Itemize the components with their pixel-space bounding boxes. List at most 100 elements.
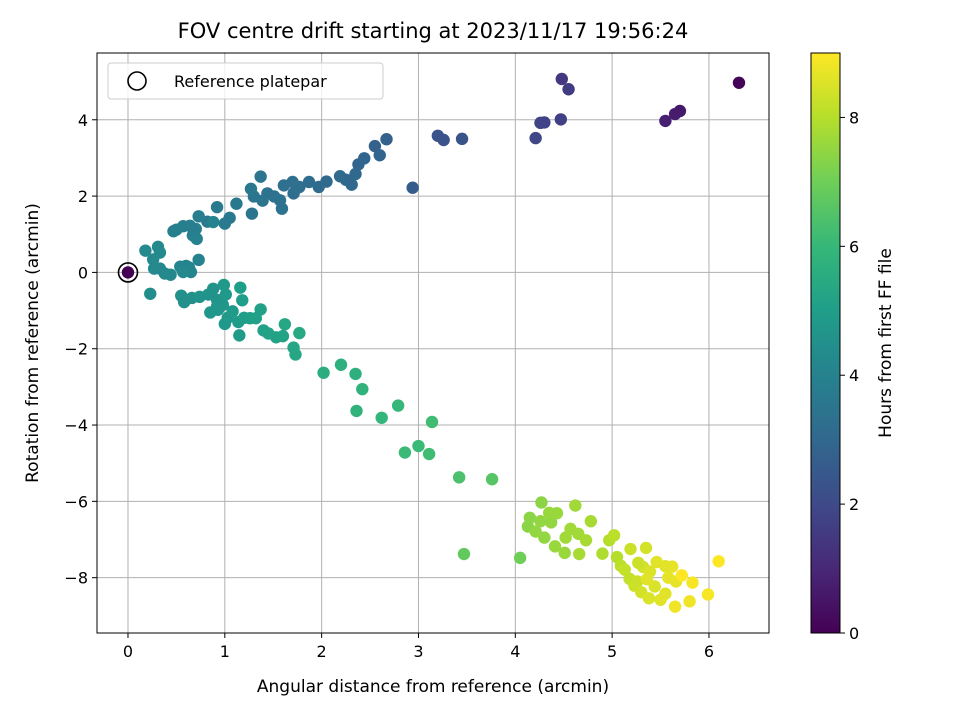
data-point	[659, 114, 672, 128]
data-point	[659, 560, 672, 573]
data-point	[277, 179, 291, 192]
legend-frame	[107, 62, 384, 100]
data-point	[144, 287, 157, 300]
data-point	[349, 167, 362, 181]
data-point	[293, 326, 306, 340]
data-point	[659, 587, 672, 600]
data-point	[380, 133, 393, 146]
data-point	[350, 404, 363, 418]
colorbar-tick-label: 0	[849, 624, 859, 643]
data-point	[538, 531, 551, 544]
data-point	[569, 499, 582, 512]
data-point	[412, 439, 425, 453]
y-tick-label: 0	[78, 263, 88, 282]
data-point	[289, 348, 302, 361]
grid-lines	[97, 53, 769, 633]
data-point	[356, 382, 369, 396]
data-point	[352, 158, 365, 171]
data-point	[535, 496, 548, 509]
data-point	[254, 303, 267, 316]
data-point	[562, 83, 575, 96]
data-point	[639, 541, 653, 555]
data-point	[192, 253, 205, 267]
data-point	[534, 116, 547, 130]
data-point	[334, 358, 348, 371]
scatter-points	[117, 72, 746, 613]
data-point	[406, 181, 419, 194]
colorbar-tick-label: 6	[849, 237, 859, 256]
data-point	[167, 224, 180, 238]
data-point	[349, 367, 362, 381]
data-point	[455, 132, 469, 146]
x-tick-label: 0	[123, 642, 133, 661]
x-tick-label: 5	[607, 642, 617, 661]
data-point	[513, 551, 527, 565]
data-point	[244, 182, 258, 196]
data-point	[210, 200, 224, 214]
x-tick-label: 3	[413, 642, 423, 661]
data-point	[176, 265, 190, 279]
data-point	[206, 282, 220, 296]
x-tick-label: 4	[510, 642, 520, 661]
data-point	[529, 131, 542, 145]
data-point	[147, 262, 161, 275]
data-point	[550, 506, 564, 520]
data-point	[668, 107, 682, 121]
data-point	[544, 516, 558, 529]
data-point	[275, 202, 289, 215]
data-point	[554, 113, 568, 126]
data-point	[391, 399, 405, 412]
colorbar-label: Hours from first FF file	[876, 248, 896, 438]
data-point	[631, 575, 644, 588]
colorbar: 0 2 4 6 8 Hours from first FF file	[810, 52, 896, 643]
data-point	[422, 447, 436, 461]
data-point	[398, 446, 412, 459]
data-point	[245, 207, 259, 220]
colorbar-tick-label: 4	[849, 366, 859, 385]
data-point	[234, 281, 247, 294]
data-point	[276, 329, 290, 343]
legend-entry-label: Reference platepar	[174, 72, 327, 91]
data-point	[640, 572, 654, 586]
legend-marker-icon	[127, 71, 147, 91]
data-point	[579, 534, 593, 547]
data-point	[534, 514, 547, 528]
data-point	[254, 170, 267, 183]
data-point	[548, 540, 562, 553]
data-point	[192, 210, 205, 223]
chart-title: FOV centre drift starting at 2023/11/17 …	[178, 19, 689, 43]
plot-frame	[96, 52, 770, 634]
data-point	[230, 197, 243, 210]
data-point	[732, 76, 746, 89]
x-axis-ticks: 0 1 2 3 4 5 6	[123, 633, 714, 661]
data-point	[278, 318, 292, 331]
data-point	[317, 366, 330, 379]
y-axis-ticks: −8 −6 −4 −2 0 2 4	[64, 111, 97, 588]
x-tick-label: 1	[220, 642, 230, 661]
y-tick-label: 2	[78, 187, 88, 206]
colorbar-gradient	[810, 52, 841, 634]
data-point	[210, 300, 224, 313]
reference-platepar-marker	[117, 262, 139, 283]
x-tick-label: 2	[317, 642, 327, 661]
y-tick-label: −4	[64, 416, 88, 435]
y-tick-label: −6	[64, 492, 88, 511]
data-point	[686, 576, 699, 589]
data-point	[368, 139, 382, 153]
data-point	[206, 215, 220, 229]
data-point	[555, 72, 568, 86]
data-point	[675, 569, 689, 582]
data-point	[437, 133, 450, 147]
data-point	[558, 546, 571, 560]
data-point	[226, 305, 239, 318]
data-point	[607, 529, 621, 542]
data-point	[373, 149, 386, 162]
data-point	[485, 473, 499, 486]
data-point	[151, 240, 165, 254]
data-point	[642, 592, 656, 605]
x-tick-label: 6	[704, 642, 714, 661]
data-point	[632, 556, 645, 569]
reference-point-fill	[121, 266, 135, 279]
data-point	[425, 415, 439, 429]
data-point	[218, 217, 232, 230]
